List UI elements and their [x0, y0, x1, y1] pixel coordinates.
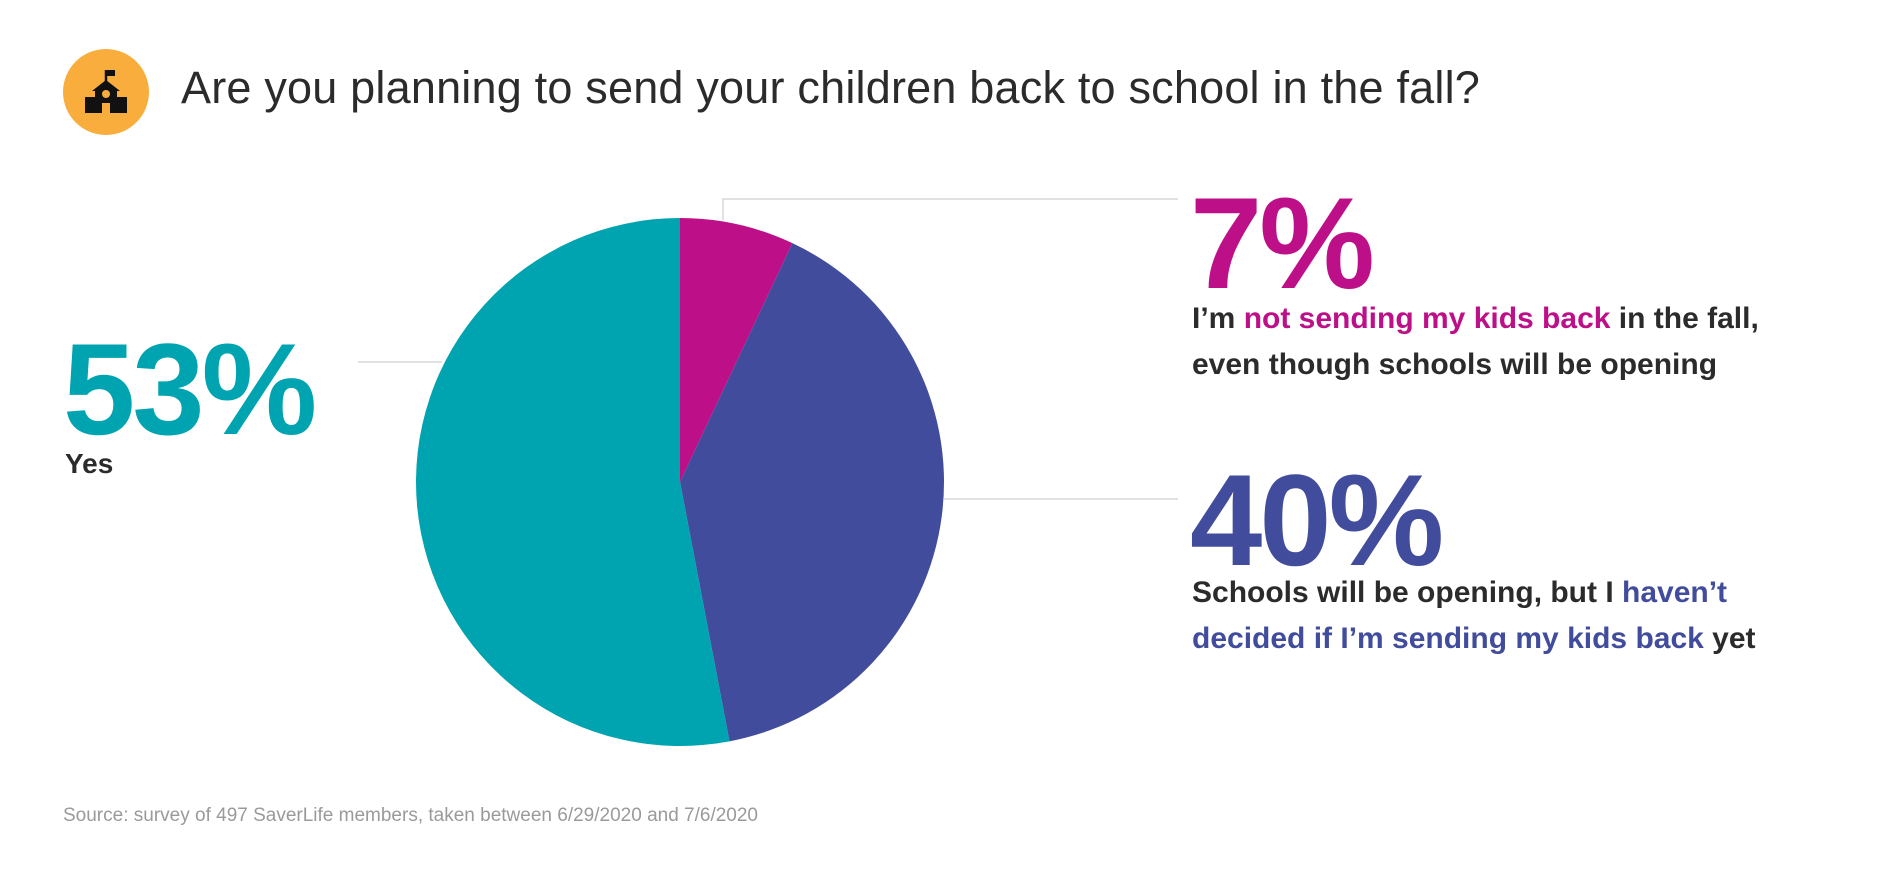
school-icon — [85, 70, 127, 113]
highlight-text: haven’t — [1622, 576, 1728, 609]
pct-label-undecided: 40% — [1190, 447, 1444, 593]
label-text: Yes — [65, 448, 114, 479]
slice-label-yes: Yes — [65, 448, 113, 480]
pie-slice-not-sending — [680, 218, 793, 482]
label-text: in the fall, — [1610, 302, 1759, 335]
highlight-text: decided if I’m sending my kids back — [1192, 622, 1704, 655]
leader-line-not-sending — [722, 198, 1178, 220]
label-text: Schools will be opening, but I — [1192, 576, 1623, 609]
label-text: even though schools will be opening — [1192, 348, 1718, 381]
slice-label-not-sending: I’m not sending my kids back in the fall… — [1192, 296, 1759, 388]
label-text: I’m — [1192, 302, 1244, 335]
pie-slice-yes — [416, 218, 730, 746]
chart-title: Are you planning to send your children b… — [181, 62, 1480, 113]
school-icon-badge — [63, 49, 149, 135]
label-text: yet — [1703, 622, 1756, 655]
source-note: Source: survey of 497 SaverLife members,… — [63, 805, 759, 826]
pct-label-yes: 53% — [63, 316, 317, 462]
pie-slice-undecided — [680, 243, 945, 742]
slice-label-undecided: Schools will be opening, but I haven’t de… — [1192, 570, 1756, 662]
highlight-text: not sending my kids back — [1243, 302, 1611, 335]
pct-label-not-sending: 7% — [1190, 170, 1375, 316]
